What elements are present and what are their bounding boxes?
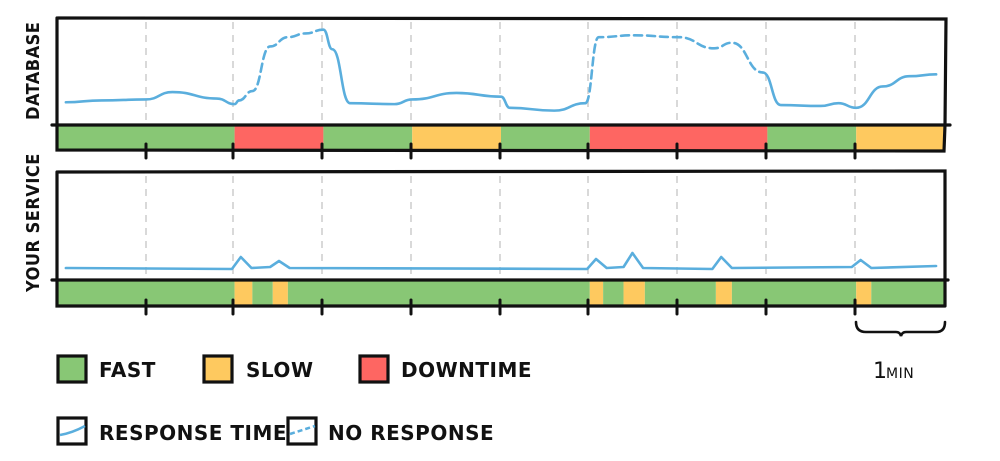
legend-downtime: DOWNTIME: [358, 354, 532, 384]
scale-unit: MIN: [886, 366, 914, 382]
grid-top: [145, 22, 856, 123]
response-time-line-icon: [59, 424, 86, 437]
legend-downtime-label: DOWNTIME: [401, 358, 532, 382]
no-response-swatch: [286, 416, 318, 446]
service-panel-frame: [50, 169, 950, 308]
legend-fast: FAST: [56, 354, 156, 384]
grid-bottom: [145, 176, 856, 278]
status-segment-downtime: [589, 125, 768, 150]
status-segment-slow: [856, 125, 945, 150]
legend-fast-label: FAST: [99, 358, 156, 382]
legend-no-response-label: NO RESPONSE: [328, 421, 494, 445]
response-time-segment: [64, 90, 241, 106]
one-minute-bracket: [854, 320, 947, 337]
status-segment-fast: [287, 280, 590, 306]
database-response-line: [64, 28, 938, 112]
scale-number: 1: [873, 359, 888, 384]
status-segment-slow: [412, 125, 501, 150]
downtime-swatch: [358, 354, 390, 384]
status-segment-fast: [731, 280, 857, 306]
legend-response-time: RESPONSE TIME: [56, 416, 287, 446]
legend-slow-label: SLOW: [246, 358, 314, 382]
no-response-segment: [584, 33, 765, 105]
database-panel-label: DATABASE: [23, 22, 44, 120]
legend-response-label: RESPONSE TIME: [99, 421, 287, 445]
status-segment-downtime: [234, 125, 324, 150]
status-segment-fast: [767, 125, 857, 150]
status-segment-slow: [856, 280, 872, 306]
status-segment-fast: [252, 280, 273, 306]
legend: FAST SLOW DOWNTIME RESPONSE TIME NO RESP…: [56, 354, 532, 446]
response-time-segment: [322, 28, 587, 112]
legend-no-response: NO RESPONSE: [286, 416, 494, 446]
status-segment-slow: [234, 280, 253, 306]
service-x-ticks: [144, 298, 857, 316]
fast-swatch: [56, 354, 88, 384]
status-segment-fast: [871, 280, 945, 306]
no-response-segment: [237, 28, 325, 102]
response-time-swatch: [56, 416, 88, 446]
status-segment-slow: [715, 280, 732, 306]
status-segment-fast: [644, 280, 716, 306]
slow-swatch: [202, 354, 234, 384]
status-segment-fast: [323, 125, 413, 150]
status-segment-slow: [272, 280, 288, 306]
status-segment-slow: [623, 280, 645, 306]
legend-slow: SLOW: [202, 354, 314, 384]
status-segment-fast: [501, 125, 590, 150]
status-segment-fast: [603, 280, 624, 306]
response-time-segment: [761, 71, 938, 110]
response-time-segment: [64, 251, 938, 271]
no-response-dashed-icon: [289, 424, 316, 436]
service-panel-label: YOUR SERVICE: [23, 153, 44, 293]
database-x-ticks: [144, 142, 857, 160]
service-response-line: [64, 251, 938, 271]
status-segment-slow: [589, 280, 604, 306]
